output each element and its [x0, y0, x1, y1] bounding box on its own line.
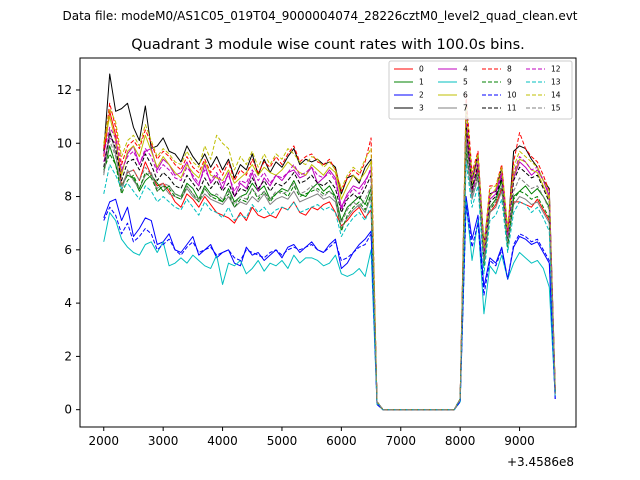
- legend-item-3: 3: [394, 104, 424, 113]
- legend-label: 5: [463, 78, 468, 87]
- x-tick-label: 2000: [88, 434, 119, 448]
- legend-label: 12: [551, 65, 561, 74]
- x-tick-label: 6000: [326, 434, 357, 448]
- legend-item-6: 6: [438, 91, 468, 100]
- legend-item-10: 10: [482, 91, 517, 100]
- legend-label: 11: [507, 104, 517, 113]
- legend-item-14: 14: [526, 91, 561, 100]
- legend-label: 15: [551, 104, 561, 113]
- legend-item-4: 4: [438, 65, 468, 74]
- y-tick-label: 4: [64, 296, 72, 310]
- legend-item-9: 9: [482, 78, 512, 87]
- x-offset-label: +3.4586e8: [507, 455, 574, 469]
- legend-item-8: 8: [482, 65, 512, 74]
- series-line-14: [103, 105, 556, 411]
- series-line-13: [103, 161, 556, 411]
- legend-item-13: 13: [526, 78, 561, 87]
- x-tick-label: 4000: [207, 434, 238, 448]
- legend-label: 10: [507, 91, 517, 100]
- y-axis: 0 2 4 6 8 10 12: [57, 83, 80, 417]
- legend-item-12: 12: [526, 65, 561, 74]
- legend-frame: [388, 60, 573, 120]
- series-line-2: [103, 196, 556, 411]
- legend-label: 0: [419, 65, 424, 74]
- legend-item-5: 5: [438, 78, 468, 87]
- legend-label: 7: [463, 104, 468, 113]
- y-tick-label: 10: [57, 136, 72, 150]
- series-layer: [103, 73, 556, 411]
- legend-item-0: 0: [394, 65, 424, 74]
- legend-label: 14: [551, 91, 561, 100]
- y-tick-label: 12: [57, 83, 72, 97]
- x-tick-label: 7000: [385, 434, 416, 448]
- legend-label: 8: [507, 65, 512, 74]
- plot-area: [79, 57, 577, 428]
- legend-label: 6: [463, 91, 468, 100]
- x-tick-label: 8000: [445, 434, 476, 448]
- legend-item-15: 15: [526, 104, 561, 113]
- legend-item-2: 2: [394, 91, 424, 100]
- series-line-12: [103, 116, 556, 411]
- series-line-10: [103, 204, 556, 411]
- x-tick-label: 5000: [267, 434, 298, 448]
- axes-frame: [79, 57, 577, 428]
- legend-label: 4: [463, 65, 468, 74]
- y-tick-label: 6: [64, 243, 72, 257]
- y-tick-label: 2: [64, 349, 72, 363]
- legend-label: 9: [507, 78, 512, 87]
- series-line-15: [103, 137, 556, 411]
- chart-title: Quadrant 3 module wise count rates with …: [131, 37, 525, 53]
- x-tick-label: 9000: [504, 434, 535, 448]
- legend-item-7: 7: [438, 104, 468, 113]
- legend-item-11: 11: [482, 104, 517, 113]
- legend-item-1: 1: [394, 78, 424, 87]
- suptitle: Data file: modeM0/AS1C05_019T04_90000040…: [62, 9, 577, 23]
- legend-label: 1: [419, 78, 424, 87]
- x-axis: 2000 3000 4000 5000 6000 7000 8000 9000: [88, 427, 535, 448]
- y-tick-label: 8: [64, 190, 72, 204]
- legend-label: 3: [419, 104, 424, 113]
- x-tick-label: 3000: [148, 434, 179, 448]
- legend-label: 2: [419, 91, 424, 100]
- legend-label: 13: [551, 78, 561, 87]
- y-tick-label: 0: [64, 403, 72, 417]
- series-line-5: [103, 201, 556, 411]
